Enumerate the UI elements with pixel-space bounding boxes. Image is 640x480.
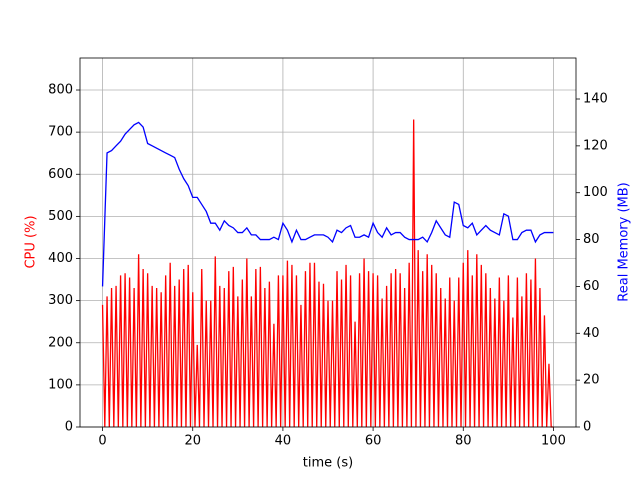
y-tick-label: 100 bbox=[48, 377, 73, 392]
x-tick-label: 0 bbox=[98, 434, 106, 449]
x-tick-label: 20 bbox=[184, 434, 201, 449]
y-tick-label: 400 bbox=[48, 251, 73, 266]
y-tick-label: 800 bbox=[48, 83, 73, 98]
x-tick-label: 40 bbox=[275, 434, 292, 449]
y2-tick-label: 40 bbox=[583, 326, 600, 341]
y2-tick-label: 60 bbox=[583, 279, 600, 294]
y2-tick-label: 20 bbox=[583, 373, 600, 388]
x-tick-label: 100 bbox=[541, 434, 566, 449]
x-tick-label: 60 bbox=[365, 434, 382, 449]
x-tick-label: 80 bbox=[455, 434, 472, 449]
data-line bbox=[101, 121, 554, 287]
x-axis-label: time (s) bbox=[303, 456, 353, 471]
y-tick-label: 500 bbox=[48, 209, 73, 224]
y-tick-label: 200 bbox=[48, 335, 73, 350]
y-axis-label: CPU (%) bbox=[24, 215, 39, 268]
y2-tick-label: 0 bbox=[583, 420, 591, 435]
plot-frame bbox=[79, 57, 577, 428]
y-tick-label: 300 bbox=[48, 293, 73, 308]
y2-tick-label: 100 bbox=[583, 185, 608, 200]
y-tick-label: 600 bbox=[48, 167, 73, 182]
y2-tick-label: 140 bbox=[583, 92, 608, 107]
y-tick-label: 0 bbox=[65, 420, 73, 435]
y2-tick-label: 80 bbox=[583, 232, 600, 247]
y-tick-label: 700 bbox=[48, 125, 73, 140]
y2-tick-label: 120 bbox=[583, 138, 608, 153]
data-line bbox=[101, 119, 554, 428]
y2-axis-label: Real Memory (MB) bbox=[617, 182, 632, 301]
